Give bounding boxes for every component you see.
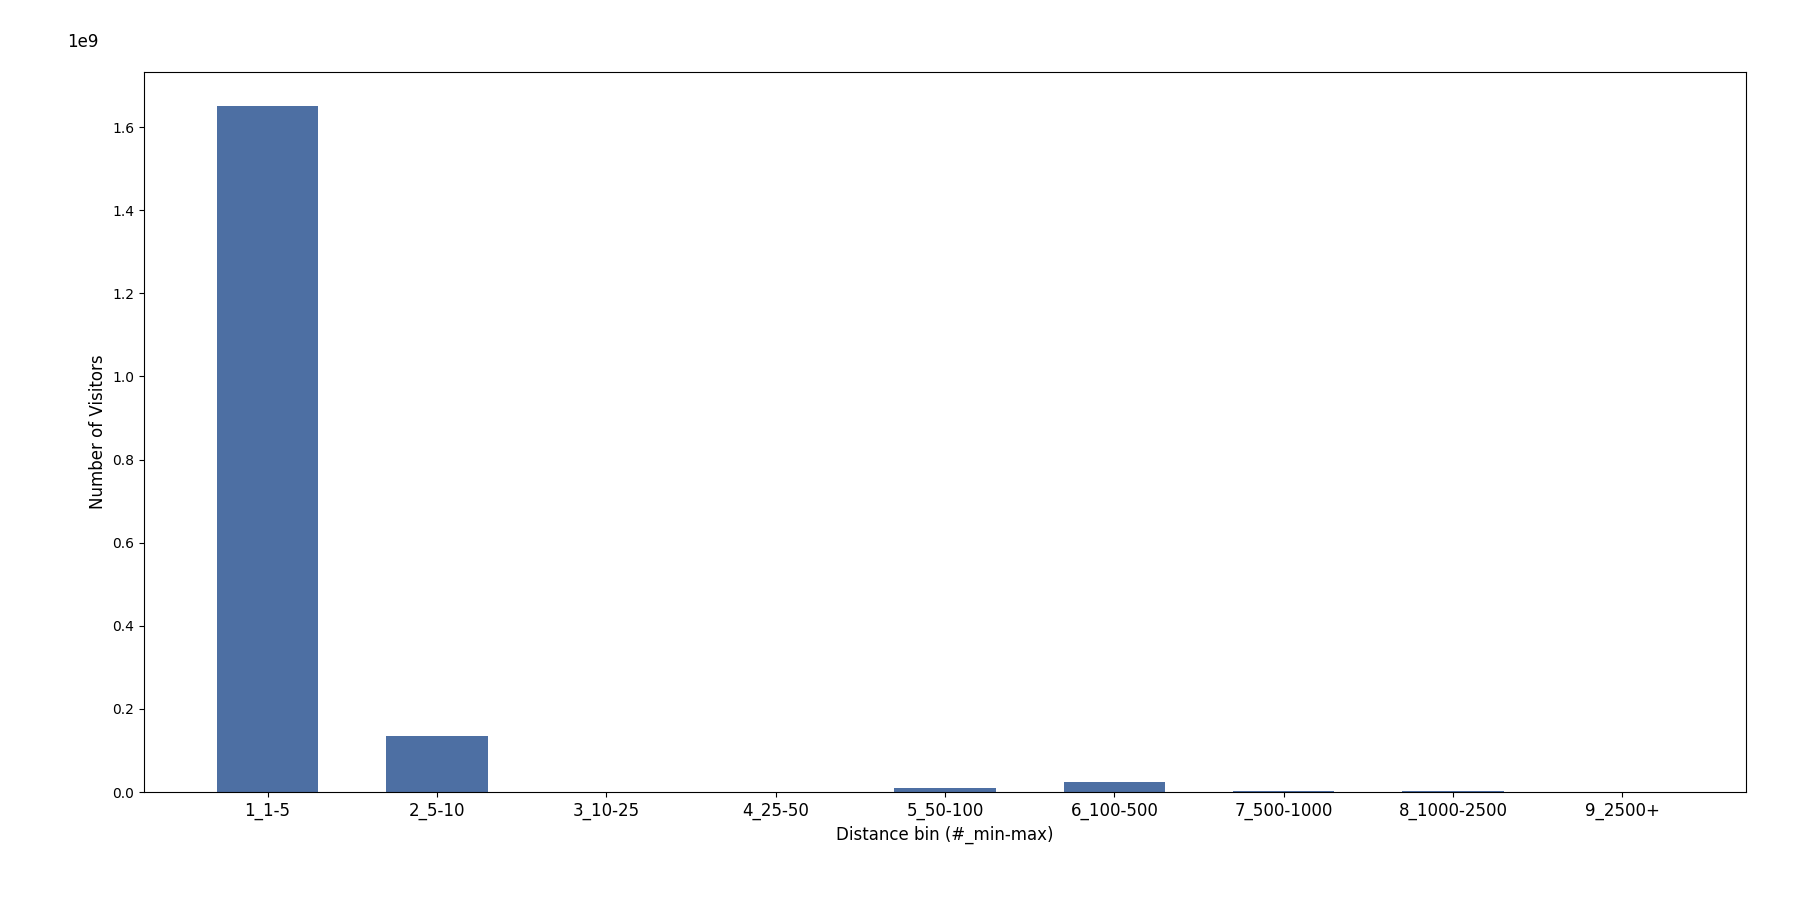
Bar — [216, 106, 319, 792]
Bar — [387, 736, 488, 792]
X-axis label: Distance bin (#_min-max): Distance bin (#_min-max) — [837, 825, 1053, 843]
Bar — [1064, 781, 1165, 792]
Y-axis label: Number of Visitors: Number of Visitors — [88, 355, 106, 509]
Text: 1e9: 1e9 — [68, 33, 99, 51]
Bar — [895, 788, 995, 792]
